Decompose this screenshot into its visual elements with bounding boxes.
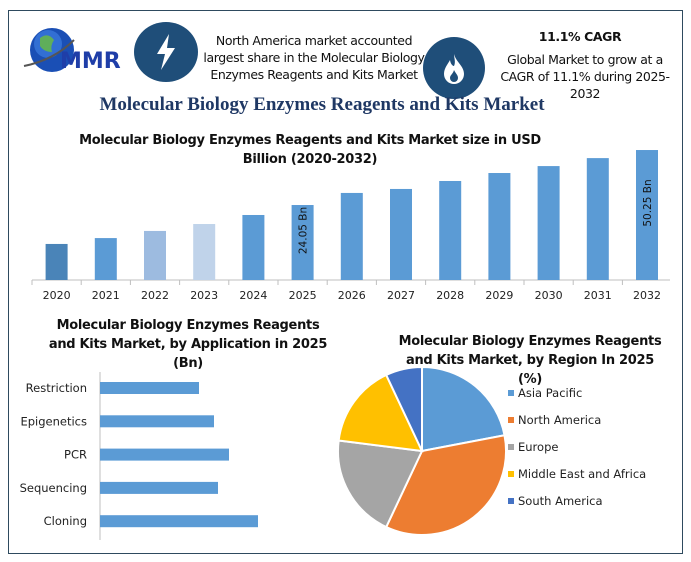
x-tick-label-2022: 2022 (141, 289, 169, 302)
pie-slice-south-america (384, 365, 423, 452)
legend-marker (508, 498, 514, 504)
infographic-frame (8, 10, 683, 554)
north-america-info: North America market accounted largest s… (203, 33, 425, 82)
category-label-cloning: Cloning (44, 514, 87, 528)
legend-marker (508, 471, 514, 477)
bar-chart-title: Molecular Biology Enzymes Reagents and K… (79, 133, 541, 167)
bar-2024 (242, 214, 265, 280)
x-tick-label-2024: 2024 (239, 289, 267, 302)
bar-2028 (439, 180, 462, 280)
legend-label-north-america: North America (518, 413, 601, 427)
cagr-text: Global Market to grow at a CAGR of 11.1%… (500, 52, 670, 101)
legend-label-south-america: South America (518, 494, 603, 508)
bar-2020 (45, 243, 68, 280)
bar-2021 (94, 238, 117, 280)
region-chart-title: Molecular Biology Enzymes Reagents and K… (398, 334, 662, 387)
x-tick-label-2030: 2030 (535, 289, 563, 302)
bar-2031 (586, 158, 609, 280)
data-label-2032: 50.25 Bn (642, 179, 654, 226)
x-tick-label-2021: 2021 (92, 289, 120, 302)
x-tick-label-2028: 2028 (436, 289, 464, 302)
x-tick-label-2029: 2029 (485, 289, 513, 302)
bar-2022 (144, 230, 166, 280)
lightning-icon (134, 22, 198, 82)
legend-label-asia-pacific: Asia Pacific (518, 386, 582, 400)
bar-2027 (390, 188, 412, 280)
x-tick-label-2032: 2032 (633, 289, 661, 302)
bar-sequencing (100, 481, 218, 494)
bar-2030 (537, 166, 560, 280)
x-tick-label-2025: 2025 (289, 289, 317, 302)
bar-restriction (100, 382, 199, 394)
application-chart-title: Molecular Biology Enzymes Reagents and K… (48, 318, 328, 371)
logo-text: MMR (60, 49, 121, 74)
bar-cloning (100, 515, 258, 528)
bar-2023 (193, 224, 216, 280)
category-label-restriction: Restriction (26, 381, 87, 395)
pie-slice-north-america (384, 434, 507, 536)
legend-label-middle-east-and-africa: Middle East and Africa (518, 467, 646, 481)
x-tick-label-2031: 2031 (584, 289, 612, 302)
pie-slice-europe (337, 439, 424, 529)
x-tick-label-2023: 2023 (190, 289, 218, 302)
page-title: Molecular Biology Enzymes Reagents and K… (99, 94, 545, 115)
x-tick-label-2027: 2027 (387, 289, 415, 302)
pie-slice-middle-east-and-africa (337, 373, 424, 453)
legend-marker (508, 417, 514, 423)
bar-2026 (340, 192, 363, 280)
bar-2025 (291, 205, 314, 280)
market-size-bar-chart: 2020 2021 2022 2023 2024 2025 24.05 Bn 2026 2027… (31, 150, 670, 302)
category-label-pcr: PCR (64, 448, 87, 462)
legend-marker (508, 444, 514, 450)
globe-logo-icon: MMR (23, 28, 121, 74)
pie-slice-asia-pacific (421, 365, 506, 453)
application-bar-chart: Restriction Epigenetics PCR Sequencing Cloni… (20, 372, 258, 540)
legend-label-europe: Europe (518, 440, 558, 454)
bar-2029 (488, 173, 511, 280)
region-pie-chart: Asia Pacific North America Europe Middle Ea… (337, 365, 646, 536)
x-tick-label-2026: 2026 (338, 289, 366, 302)
flame-icon (423, 37, 485, 99)
bar-pcr (100, 448, 229, 461)
legend-marker (508, 390, 514, 396)
bar-2032 (636, 150, 658, 280)
bar-epigenetics (100, 415, 214, 428)
category-label-epigenetics: Epigenetics (20, 414, 87, 428)
data-label-2025: 24.05 Bn (298, 207, 310, 254)
cagr-title: 11.1% CAGR (538, 29, 622, 44)
category-label-sequencing: Sequencing (20, 481, 87, 495)
x-tick-label-2020: 2020 (43, 289, 71, 302)
